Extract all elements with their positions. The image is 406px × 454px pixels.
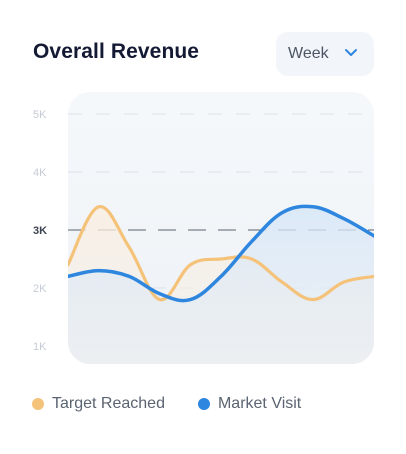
legend-label: Market Visit [217, 395, 302, 412]
y-tick-label: 5K [33, 109, 47, 121]
series-line-market-visit [68, 204, 374, 303]
period-dropdown[interactable]: Week [276, 32, 374, 76]
chart-title: Overall Revenue [33, 40, 200, 63]
series-line-target-reached [68, 205, 374, 302]
legend-label: Target Reached [52, 395, 165, 412]
series-area-market-visit [68, 206, 374, 364]
revenue-line-chart: 5K 4K 3K 2K 1K [33, 92, 374, 364]
chart-area: 5K 4K 3K 2K 1K [0, 90, 406, 370]
y-tick-label: 3K [33, 225, 47, 237]
chevron-down-icon [345, 49, 357, 56]
legend-item-target-reached: Target Reached [32, 395, 165, 413]
y-tick-label: 1K [33, 341, 47, 353]
y-tick-label: 2K [33, 283, 47, 295]
period-dropdown-label: Week [288, 45, 329, 62]
legend-swatch [197, 398, 210, 410]
chart-legend: Target Reached Market Visit [32, 395, 334, 413]
y-tick-label: 4K [33, 167, 47, 179]
legend-swatch [32, 398, 44, 410]
legend-item-market-visit: Market Visit [197, 395, 302, 413]
